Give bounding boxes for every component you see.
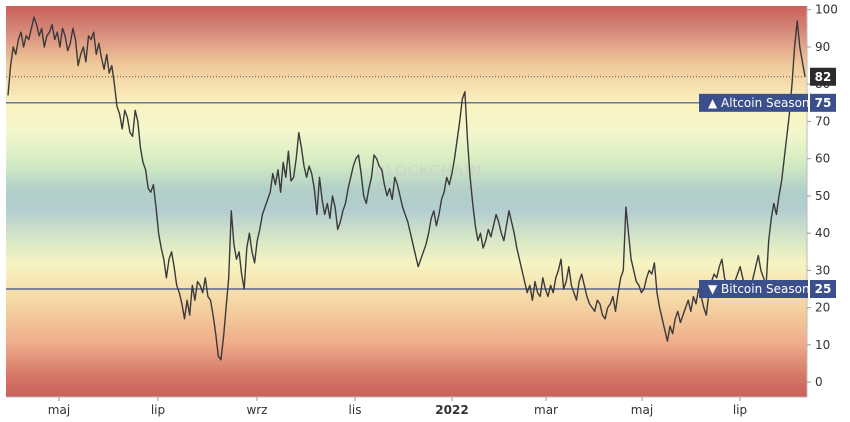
y-tick-label: 10 xyxy=(815,338,830,352)
y-tick-label: 70 xyxy=(815,114,830,128)
x-tick-label: lip xyxy=(151,403,165,417)
x-tick-label: 2022 xyxy=(435,403,468,417)
y-tick-label: 50 xyxy=(815,189,830,203)
x-tick-label: lis xyxy=(349,403,362,417)
y-tick-label: 20 xyxy=(815,301,830,315)
x-axis-ticks: maj lip wrz lis 2022 mar maj lip xyxy=(48,397,747,417)
y-axis-ticks: 0102030405060708090100 xyxy=(807,3,838,389)
x-tick-label: wrz xyxy=(246,403,267,417)
watermark: BLOCKCHAIN CENTER.NET xyxy=(375,162,482,197)
x-tick-label: maj xyxy=(631,403,653,417)
y-tick-label: 40 xyxy=(815,226,830,240)
threshold-name: ▼ Bitcoin Season xyxy=(708,282,810,296)
threshold-value-box xyxy=(810,280,836,299)
x-tick-label: lip xyxy=(733,403,747,417)
y-tick-label: 60 xyxy=(815,152,830,166)
axis-value-labels: ▲ Altcoin Season 75 ▼ Bitcoin Season 25 82 xyxy=(699,67,836,299)
watermark-line-1: BLOCKCHAIN xyxy=(375,162,482,180)
series-line xyxy=(7,16,806,361)
y-tick-label: 30 xyxy=(815,263,830,277)
x-tick-label: mar xyxy=(534,403,558,417)
plot-background xyxy=(6,6,807,397)
watermark-line-2: CENTER.NET xyxy=(375,179,479,197)
y-tick-label: 100 xyxy=(815,3,838,17)
x-tick-label: maj xyxy=(48,403,70,417)
threshold-value: 25 xyxy=(815,282,832,296)
threshold-value-box xyxy=(810,93,836,112)
y-tick-label: 0 xyxy=(815,375,823,389)
threshold-name: ▲ Altcoin Season xyxy=(708,96,810,110)
threshold-value: 75 xyxy=(815,96,832,110)
threshold-lines xyxy=(6,102,807,290)
current-value-label: 82 xyxy=(815,70,832,84)
y-tick-label: 90 xyxy=(815,40,830,54)
threshold-name-box xyxy=(699,280,808,299)
current-value-box xyxy=(810,67,836,86)
threshold-name-box xyxy=(699,93,808,112)
